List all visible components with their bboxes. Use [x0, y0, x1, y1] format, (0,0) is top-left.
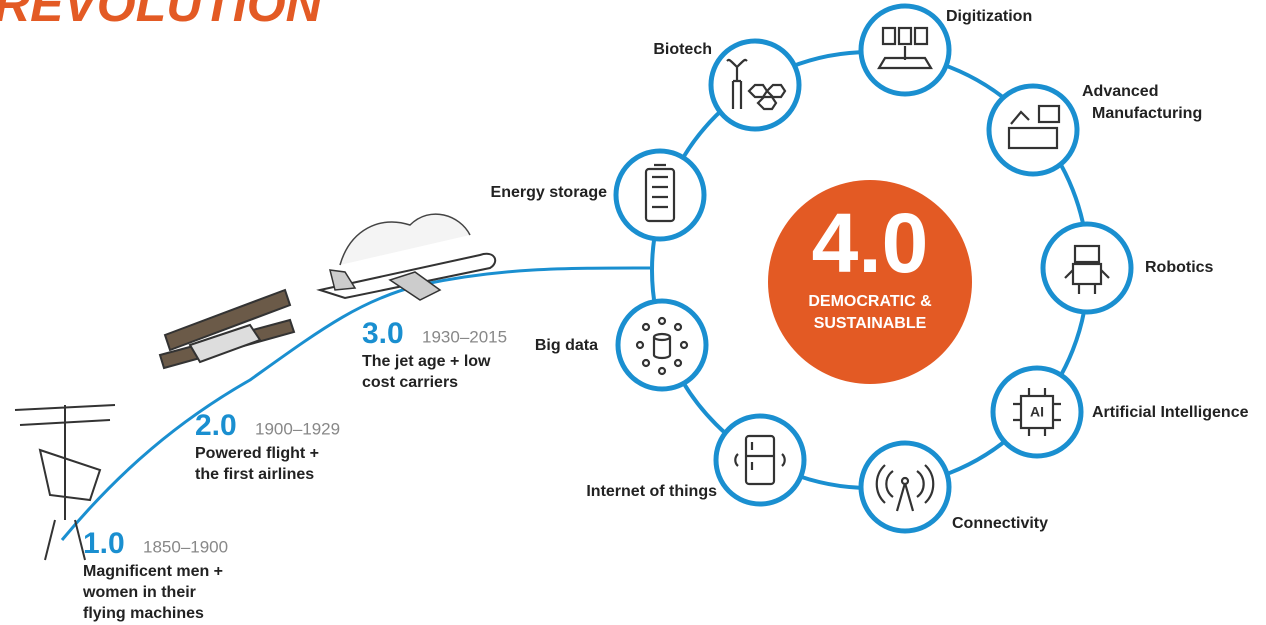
biplane	[160, 290, 294, 368]
era-years: 1900–1929	[255, 419, 340, 438]
node-circle	[1043, 224, 1131, 312]
node-circle	[989, 86, 1077, 174]
era-description: the first airlines	[195, 466, 314, 483]
era-years: 1930–2015	[422, 327, 507, 346]
era-version: 3.0	[362, 317, 404, 350]
node-label: Biotech	[653, 41, 712, 58]
node-circle	[716, 416, 804, 504]
hub-subtitle: DEMOCRATIC &	[808, 293, 932, 310]
timeline	[62, 268, 650, 540]
hub-subtitle: SUSTAINABLE	[814, 315, 927, 332]
era-description: women in their	[82, 584, 196, 601]
era-description: flying machines	[83, 605, 204, 622]
title: REVOLUTION	[0, 0, 323, 32]
node-label: Big data	[535, 337, 598, 354]
era-description: Magnificent men +	[83, 563, 223, 580]
infographic: REVOLUTION 4.0 DEMOCRATIC & SUSTAINABLE …	[0, 0, 1266, 625]
era-description: The jet age + low	[362, 353, 491, 370]
node-label: Artificial Intelligence	[1092, 404, 1249, 421]
node-label: Digitization	[946, 8, 1032, 25]
era-description: Powered flight +	[195, 445, 319, 462]
node-label: Manufacturing	[1092, 105, 1202, 122]
era-version: 1.0	[83, 527, 125, 560]
node-circle	[618, 301, 706, 389]
node-label: Internet of things	[586, 483, 717, 500]
era-version: 2.0	[195, 409, 237, 442]
node-label: Advanced	[1082, 83, 1158, 100]
node-label: Energy storage	[491, 184, 608, 201]
jet	[320, 214, 495, 300]
era-description: cost carriers	[362, 374, 458, 391]
node-label: Connectivity	[952, 515, 1048, 532]
icon-text: AI	[1030, 404, 1044, 420]
hub-version: 4.0	[812, 196, 929, 290]
era-years: 1850–1900	[143, 537, 228, 556]
node-label: Robotics	[1145, 259, 1214, 276]
